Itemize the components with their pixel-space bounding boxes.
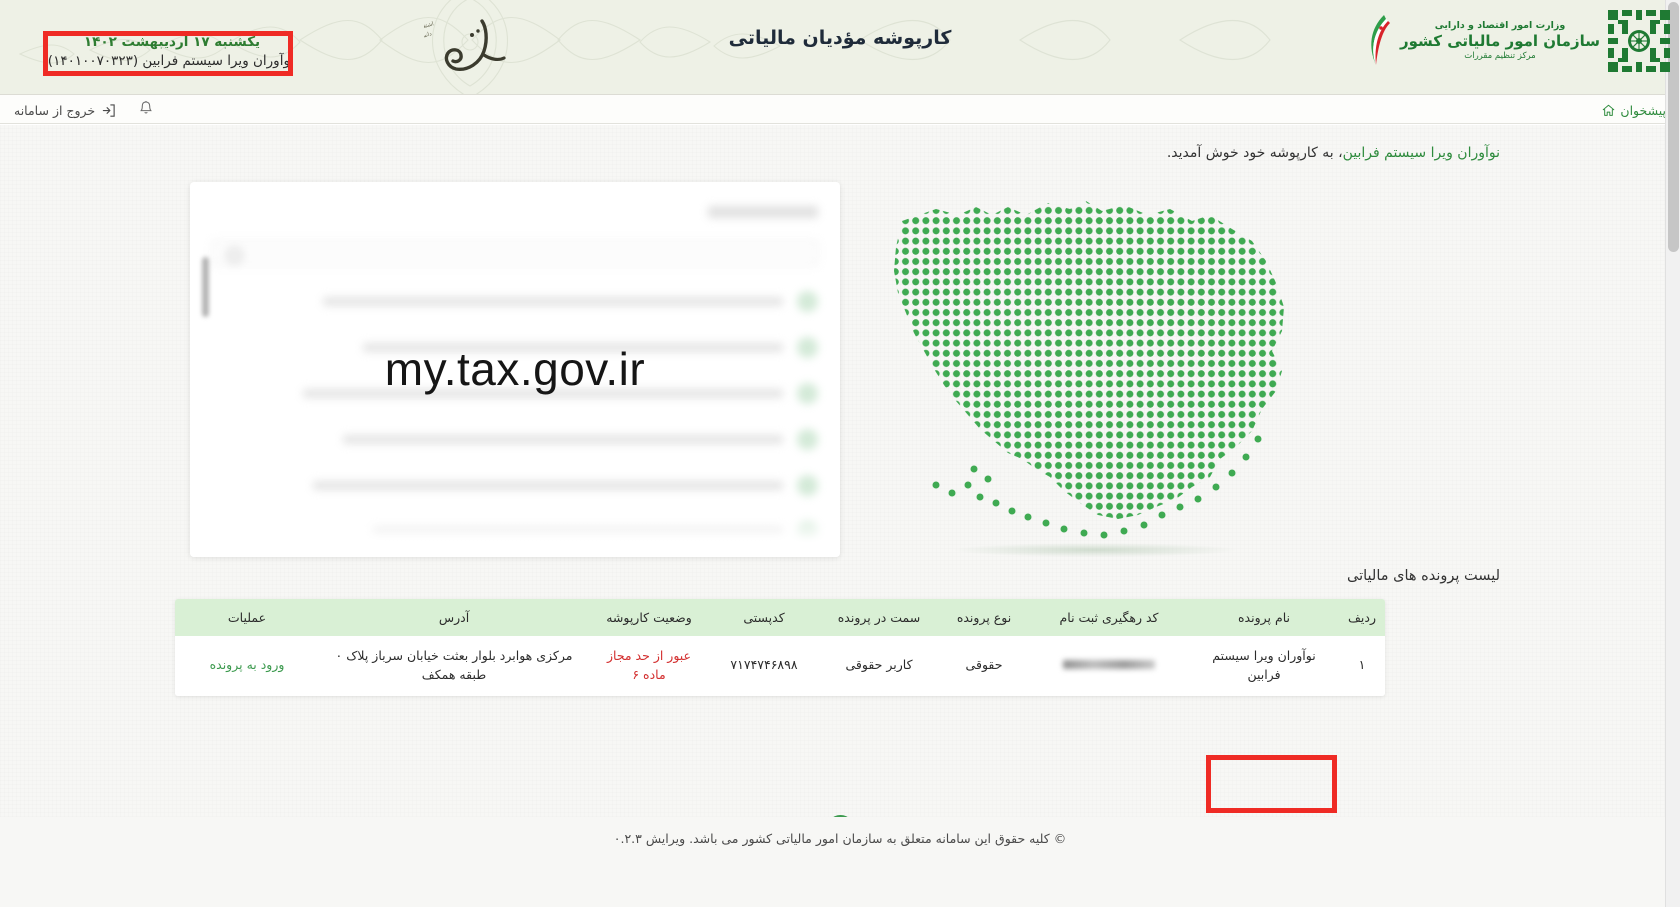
notifications-button[interactable] [138,100,154,120]
organization-logo: وزارت امور اقتصاد و دارایی سازمان امور م… [1360,8,1672,74]
watermark-text: my.tax.gov.ir [384,343,646,395]
header-company-name: نوآوران ویرا سیستم فرابین (۱۴۰۱۰۰۷۰۳۲۳) [47,53,295,69]
blurred-avatar [797,291,818,312]
col-file-name: نام پرونده [1237,610,1290,625]
cell-file-type: حقوقی [965,657,1003,673]
cell-file-name: نوآوران ویرا سیستم فرابین [1212,648,1316,682]
main-content: نوآوران ویرا سیستم فرابین، به کارپوشه خو… [0,125,1680,844]
welcome-message: نوآوران ویرا سیستم فرابین، به کارپوشه خو… [1167,145,1500,161]
page-title: کارپوشه مؤدیان مالیاتی [728,27,952,49]
welcome-suffix: ، به کارپوشه خود خوش آمدید. [1166,145,1343,161]
logout-label: خروج از سامانه [14,102,96,118]
col-tracking-code: کد رهگیری ثبت نام [1059,610,1159,625]
blurred-avatar [797,475,818,496]
table-header-row: ردیف نام پرونده کد رهگیری ثبت نام نوع پر… [175,599,1385,636]
navbar-left-group: خروج از سامانه [14,95,154,125]
main-navbar: پیشخوان خروج از سامانه [0,94,1680,124]
page-scrollbar[interactable] [1665,0,1680,907]
bell-icon [140,101,153,114]
organization-name-block: وزارت امور اقتصاد و دارایی سازمان امور م… [1400,20,1600,61]
blurred-row [212,337,818,358]
footer-copyright: © کلیه حقوق این سامانه متعلق به سازمان ا… [613,831,1067,846]
scrollbar-thumb[interactable] [1668,2,1679,252]
tax-org-emblem-icon [1608,10,1670,72]
org-line-center: مرکز تنظیم مقررات [1464,51,1536,61]
table-body: ۱ نوآوران ویرا سیستم فرابین حقوقی کاربر … [175,636,1385,696]
file-name-highlight-box [1206,755,1337,813]
col-postal-code: کدپستی [743,610,785,625]
blurred-scrollbar [202,257,209,317]
header-ornament [18,0,1271,94]
table-row[interactable]: ۱ نوآوران ویرا سیستم فرابین حقوقی کاربر … [175,636,1385,696]
col-index: ردیف [1347,610,1377,625]
org-line-ministry: وزارت امور اقتصاد و دارایی [1434,20,1566,32]
blurred-text-line [303,389,783,398]
nav-item-dashboard[interactable]: پیشخوان [1602,103,1666,118]
tax-files-table: ردیف نام پرونده کد رهگیری ثبت نام نوع پر… [175,599,1385,696]
app-header: اشتغال آفرین دانش بنیان کارپوشه مؤدیان م… [0,0,1680,94]
blurred-title-bar [708,206,818,218]
svg-text:اشتغال آفرین: اشتغال آفرین [424,20,435,36]
iran-map [894,201,1284,539]
org-line-organization: سازمان امور مالیاتی کشور [1399,32,1600,51]
tolid-calligraphy-logo: اشتغال آفرین دانش بنیان [424,19,506,71]
map-shadow [955,543,1235,557]
tax-files-table-wrapper: ردیف نام پرونده کد رهگیری ثبت نام نوع پر… [175,599,1385,696]
status-badge: عبور از حد مجاز ماده ۶ [606,648,692,682]
welcome-company-name: نوآوران ویرا سیستم فرابین [1342,145,1500,161]
col-status: وضعیت کارپوشه [606,610,692,625]
blurred-row [212,475,818,496]
col-address: آدرس [438,610,470,625]
blurred-avatar [797,429,818,450]
svg-text:دانش بنیان: دانش بنیان [424,31,433,44]
cell-postal-code: ۷۱۷۴۷۴۶۸۹۸ [730,657,798,673]
cell-index: ۱ [1358,657,1366,673]
blurred-content-panel: my.tax.gov.ir [190,182,840,557]
blurred-avatar [797,383,818,404]
logout-button[interactable]: خروج از سامانه [14,103,116,118]
cell-tracking-code [1029,636,1189,696]
enter-file-link[interactable]: ورود به پرونده [209,657,285,673]
logout-icon [102,103,115,117]
blurred-text-line [323,297,783,306]
cell-role: کاربر حقوقی [845,657,913,673]
iran-flag-icon [1371,15,1390,65]
navbar-right-group: پیشخوان [1602,95,1666,125]
blurred-row [212,383,818,404]
cell-address: مرکزی هوابرد بلوار بعثت خیابان سرباز پلا… [335,648,573,682]
col-role: سمت در پرونده [837,610,921,625]
blurred-row [212,291,818,312]
col-actions: عملیات [227,610,267,625]
table-title: لیست پرونده های مالیاتی [1346,568,1500,584]
col-file-type: نوع پرونده [956,610,1012,625]
header-date: یکشنبه ۱۷ اردیبهشت ۱۴۰۲ [83,34,261,50]
home-icon [1603,104,1615,116]
app-footer: © کلیه حقوق این سامانه متعلق به سازمان ا… [0,817,1680,907]
table-head: ردیف نام پرونده کد رهگیری ثبت نام نوع پر… [175,599,1385,636]
user-info-highlight-box [43,31,293,76]
blurred-row [212,429,818,450]
panel-fade-overlay [190,511,840,557]
dashboard-label: پیشخوان [1620,102,1666,118]
blurred-tracking-code [1063,660,1155,670]
blurred-text-line [313,481,783,490]
blurred-avatar [797,337,818,358]
blurred-text-line [363,343,783,352]
blurred-search-field [212,240,818,266]
blurred-text-line [343,435,783,444]
